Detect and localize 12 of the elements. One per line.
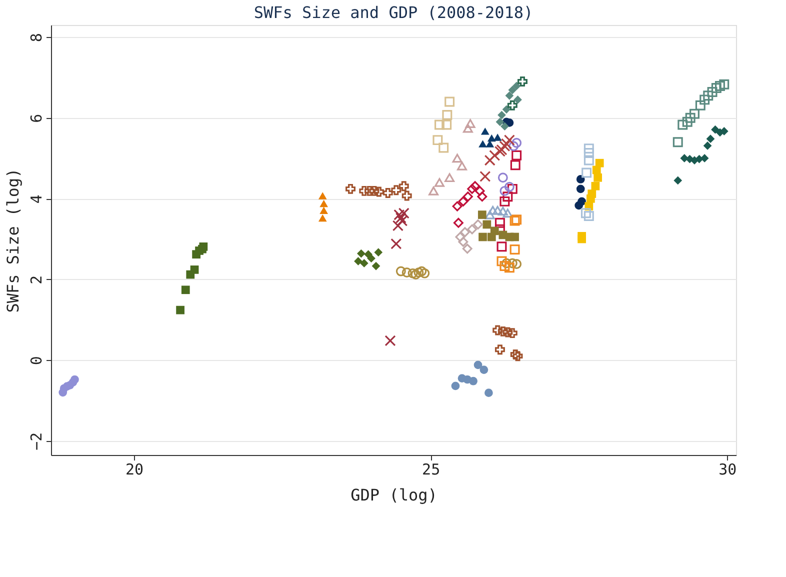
y-tick-label: 2 bbox=[28, 275, 46, 284]
y-axis-title: SWFs Size (log) bbox=[4, 168, 22, 313]
y-tick-label: 6 bbox=[28, 114, 46, 123]
x-tick-label: 20 bbox=[126, 460, 144, 478]
x-axis-title: GDP (log) bbox=[350, 486, 438, 504]
x-tick-label: 25 bbox=[422, 460, 440, 478]
y-tick-label: 4 bbox=[28, 194, 46, 204]
x-tick-label: 30 bbox=[718, 460, 737, 478]
chart-title: SWFs Size and GDP (2008-2018) bbox=[254, 3, 534, 22]
y-tick-label: −2 bbox=[28, 432, 46, 450]
y-tick-label: 8 bbox=[28, 33, 46, 42]
y-tick-label: 0 bbox=[28, 356, 46, 366]
